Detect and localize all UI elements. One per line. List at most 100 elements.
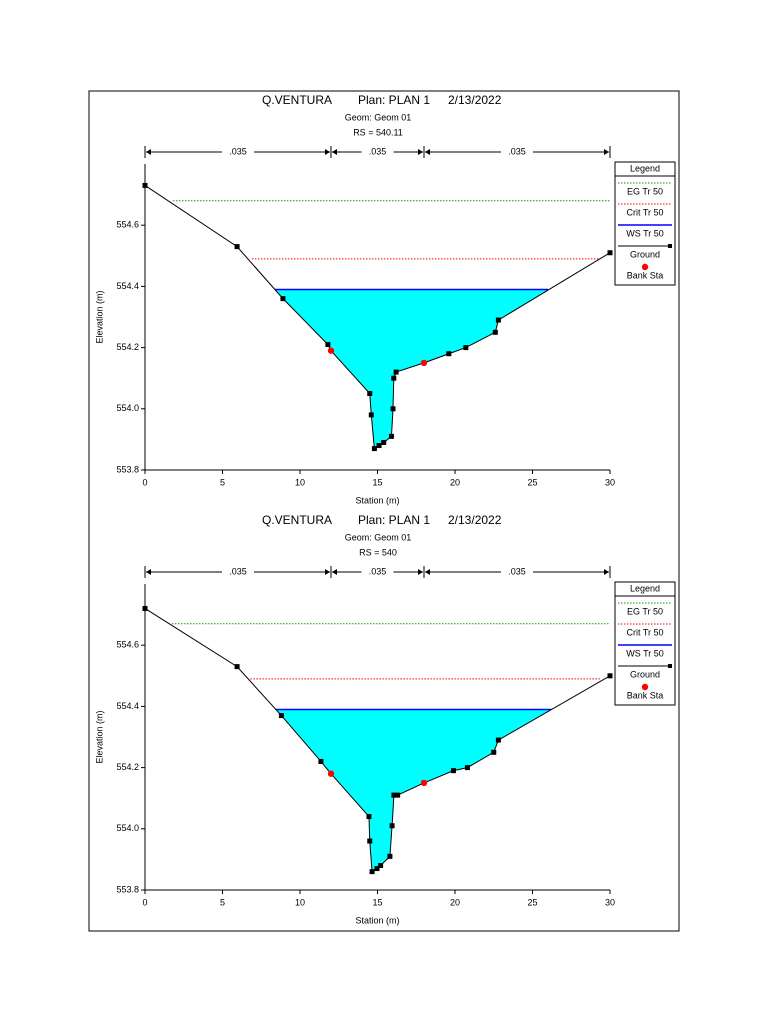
water-area xyxy=(275,709,552,872)
date-label: 2/13/2022 xyxy=(448,93,502,107)
y-tick-label: 553.8 xyxy=(116,884,139,894)
ground-point xyxy=(234,664,240,670)
ground-point xyxy=(463,345,469,351)
y-tick-label: 554.6 xyxy=(116,640,139,650)
legend-label: EG Tr 50 xyxy=(627,606,663,616)
x-tick-label: 15 xyxy=(372,477,382,487)
ground-point xyxy=(495,317,501,323)
bank-station xyxy=(327,770,335,777)
x-tick-label: 25 xyxy=(527,477,537,487)
ground-point xyxy=(366,814,372,820)
legend-label: Crit Tr 50 xyxy=(626,627,663,637)
ground-point xyxy=(391,375,397,381)
ground-point xyxy=(367,838,373,844)
ground-point xyxy=(607,673,613,679)
ground-point xyxy=(325,342,331,348)
legend-title: Legend xyxy=(630,163,660,173)
x-tick-label: 10 xyxy=(295,897,305,907)
ground-point xyxy=(369,869,375,875)
geom-label: Geom: Geom 01 xyxy=(345,112,412,122)
ground-point xyxy=(278,713,284,719)
bank-station xyxy=(327,347,335,354)
x-tick-label: 30 xyxy=(605,897,615,907)
ground-point xyxy=(318,758,324,764)
y-tick-label: 554.2 xyxy=(116,342,139,352)
chart-title: Q.VENTURA xyxy=(262,93,332,107)
x-tick-label: 0 xyxy=(142,897,147,907)
ground-point xyxy=(389,823,395,829)
water-area xyxy=(275,289,548,449)
page-border xyxy=(88,90,680,932)
legend-label: Bank Sta xyxy=(627,270,664,280)
x-tick-label: 20 xyxy=(450,477,460,487)
ground-point xyxy=(391,792,397,798)
legend-title: Legend xyxy=(630,583,660,593)
n-value: .035 xyxy=(369,566,387,576)
x-tick-label: 5 xyxy=(220,897,225,907)
y-tick-label: 554.6 xyxy=(116,220,139,230)
legend-label: Ground xyxy=(630,669,660,679)
x-tick-label: 5 xyxy=(220,477,225,487)
bank-station xyxy=(420,359,428,367)
bank-station xyxy=(420,779,428,787)
legend-label: WS Tr 50 xyxy=(626,648,664,658)
y-tick-label: 554.4 xyxy=(116,701,139,711)
ground-point xyxy=(142,182,148,188)
n-value: .035 xyxy=(229,146,247,156)
date-label: 2/13/2022 xyxy=(448,513,502,527)
ground-point xyxy=(450,768,456,774)
ground-point xyxy=(378,863,384,869)
ground-point xyxy=(491,749,497,755)
y-tick-label: 554.2 xyxy=(116,762,139,772)
y-tick-label: 554.4 xyxy=(116,281,139,291)
ground-point xyxy=(371,446,377,452)
n-value: .035 xyxy=(229,566,247,576)
ground-point xyxy=(446,351,452,357)
ground-point xyxy=(492,329,498,335)
ground-point xyxy=(234,244,240,250)
legend-swatch xyxy=(641,683,649,691)
chart-title: Q.VENTURA xyxy=(262,513,332,527)
x-tick-label: 20 xyxy=(450,897,460,907)
legend-label: Ground xyxy=(630,249,660,259)
legend-label: Crit Tr 50 xyxy=(626,207,663,217)
x-axis-label: Station (m) xyxy=(355,915,399,925)
y-tick-label: 553.8 xyxy=(116,464,139,474)
ground-point xyxy=(381,439,387,445)
ground-point xyxy=(374,866,380,872)
x-tick-label: 30 xyxy=(605,477,615,487)
rs-label: RS = 540 xyxy=(359,547,397,557)
ground-point xyxy=(368,412,374,418)
legend-swatch-marker xyxy=(668,664,672,668)
plan-label: Plan: PLAN 1 xyxy=(358,93,430,107)
rs-label: RS = 540.11 xyxy=(353,127,403,137)
y-axis-label: Elevation (m) xyxy=(94,710,104,763)
ground-point xyxy=(388,433,394,439)
y-tick-label: 554.0 xyxy=(116,403,139,413)
ground-point xyxy=(367,391,373,396)
legend-label: Bank Sta xyxy=(627,690,664,700)
ground-point xyxy=(387,853,393,859)
n-value: .035 xyxy=(369,146,387,156)
legend-label: WS Tr 50 xyxy=(626,228,664,238)
x-tick-label: 15 xyxy=(372,897,382,907)
legend-swatch-marker xyxy=(668,244,672,248)
n-value: .035 xyxy=(508,566,526,576)
y-axis-label: Elevation (m) xyxy=(94,290,104,343)
x-tick-label: 10 xyxy=(295,477,305,487)
x-tick-label: 0 xyxy=(142,477,147,487)
ground-point xyxy=(395,792,401,798)
plan-label: Plan: PLAN 1 xyxy=(358,513,430,527)
geom-label: Geom: Geom 01 xyxy=(345,532,412,542)
ground-point xyxy=(393,369,399,375)
ground-point xyxy=(607,250,613,256)
x-axis-label: Station (m) xyxy=(355,495,399,505)
ground-point xyxy=(495,737,501,743)
ground-point xyxy=(142,605,148,611)
ground-point xyxy=(464,765,470,771)
legend-label: EG Tr 50 xyxy=(627,186,663,196)
ground-point xyxy=(280,296,286,302)
ground-point xyxy=(376,443,382,449)
